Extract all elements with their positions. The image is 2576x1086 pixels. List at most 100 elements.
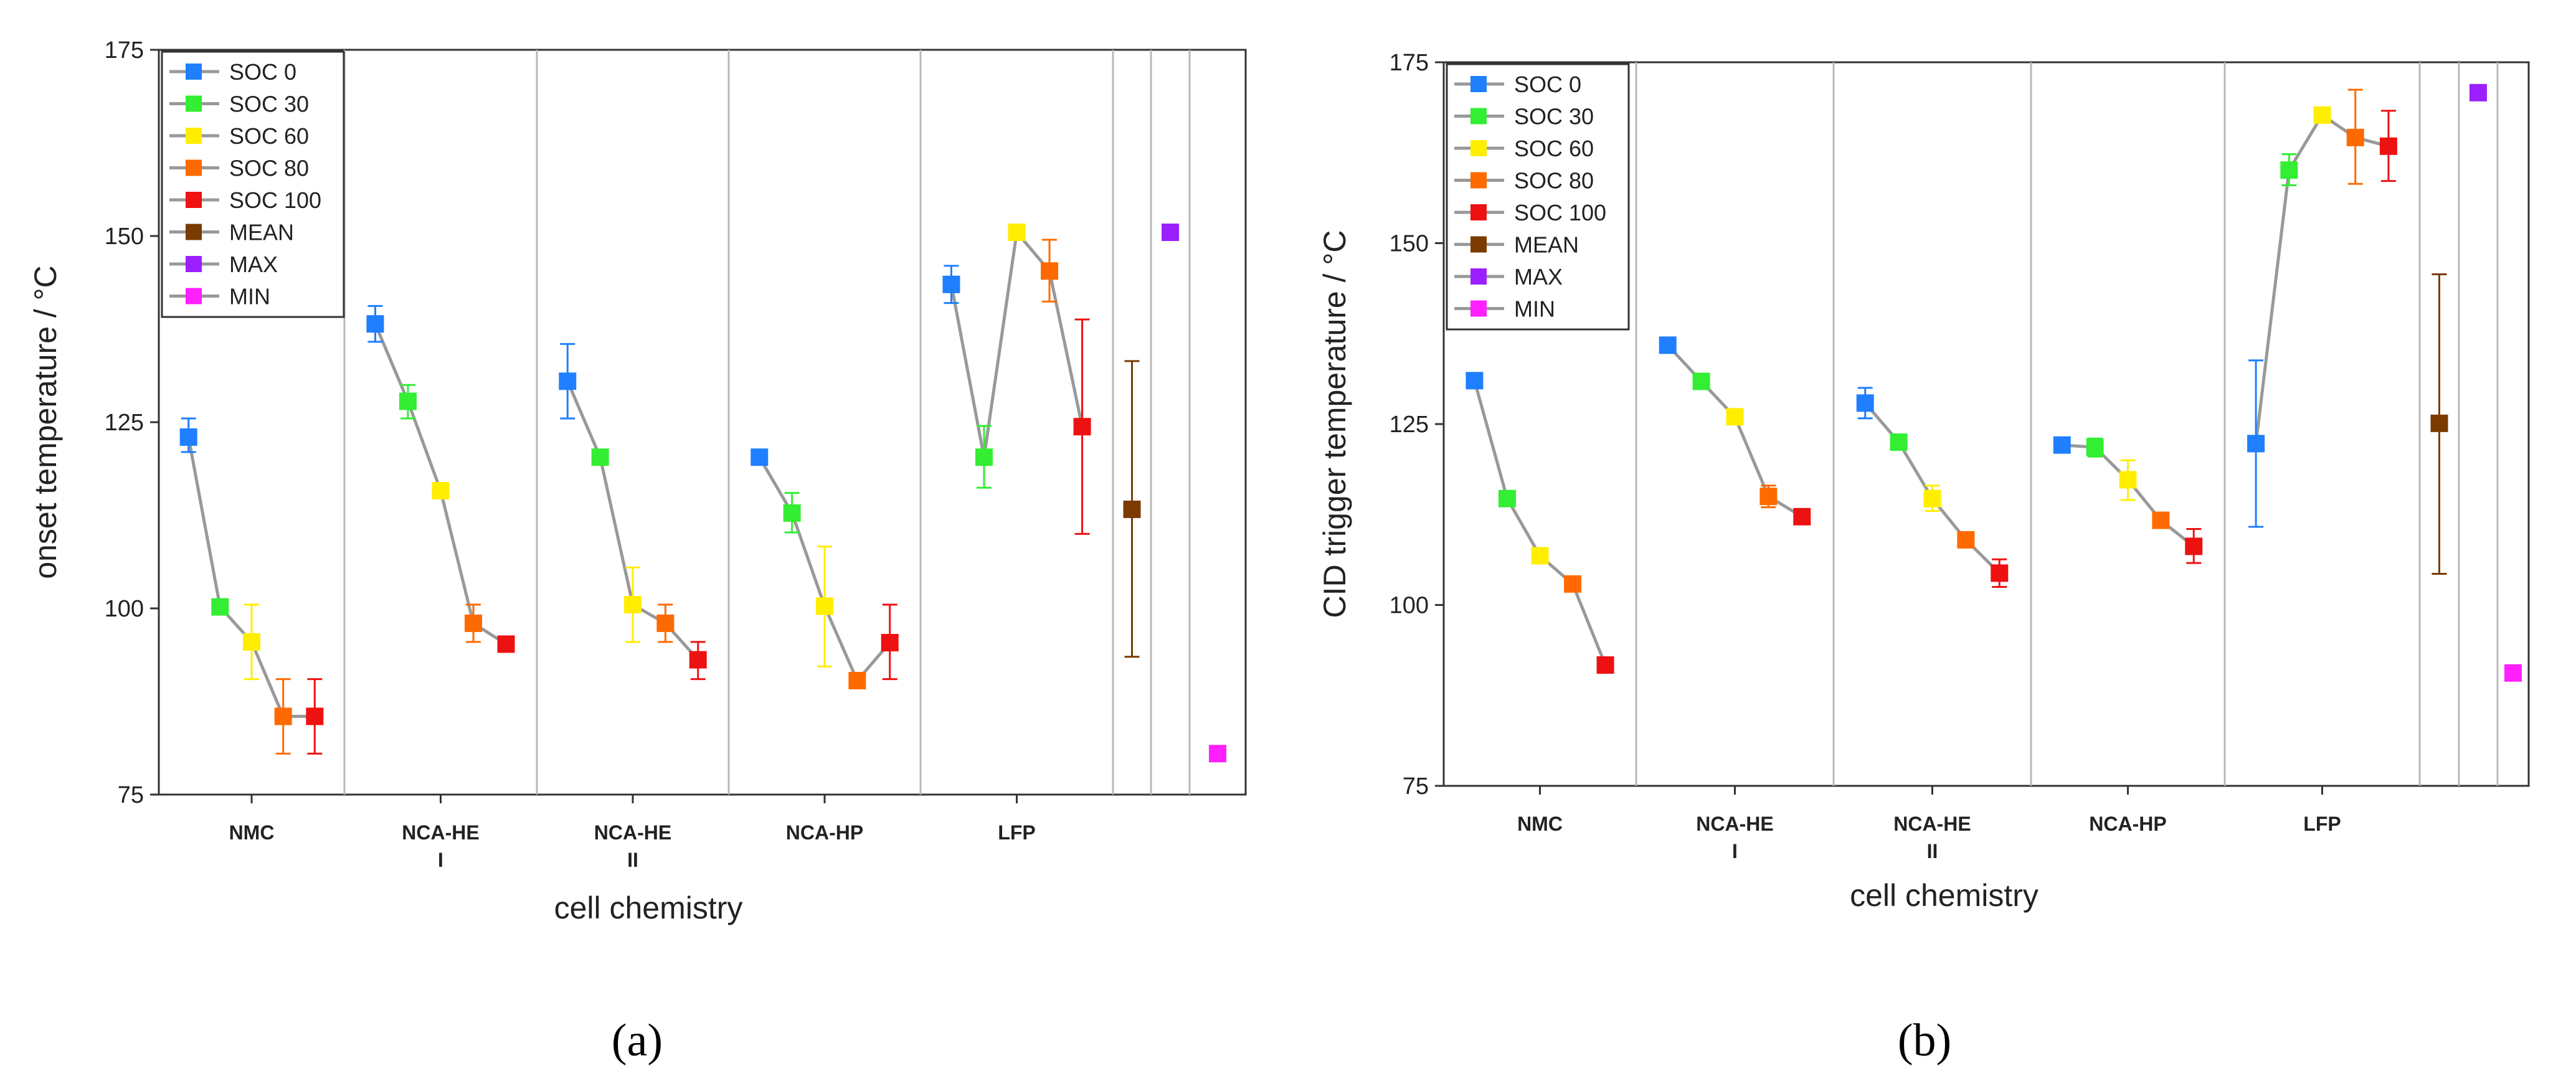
legend-entry: SOC 60: [1454, 136, 1594, 161]
x-category-label: NCA-HE: [594, 821, 671, 844]
legend-entry: SOC 60: [169, 123, 309, 149]
summary-point-min: [2504, 664, 2522, 682]
legend: SOC 0 SOC 30 SOC 60 SOC 80 SOC 100 MEAN MAX MIN: [1446, 63, 1630, 331]
legend-entry: SOC 0: [169, 59, 296, 85]
x-category-label: NMC: [1517, 813, 1563, 835]
legend-label: SOC 100: [229, 187, 321, 213]
legend-label: MAX: [229, 252, 278, 277]
x-axis-label: cell chemistry: [554, 890, 743, 925]
data-point: [1890, 433, 1908, 451]
y-tick-label: 75: [118, 782, 144, 808]
subfigure-caption: (b): [1898, 1015, 1951, 1066]
series-line: [1473, 380, 1607, 666]
data-point: [689, 651, 707, 669]
summary-point-min: [1209, 745, 1226, 763]
x-category-label: NCA-HE: [1893, 813, 1971, 835]
data-point: [2053, 436, 2071, 454]
data-point: [1498, 489, 1516, 508]
data-point: [656, 614, 675, 632]
y-tick-label: 100: [105, 596, 144, 622]
summary-point-mean: [2430, 414, 2448, 432]
legend-entry: MAX: [1454, 264, 1563, 290]
data-point: [2185, 537, 2203, 555]
series-line: [2254, 113, 2389, 444]
x-category-label: NMC: [229, 821, 275, 844]
legend-swatch: [186, 224, 202, 240]
data-point: [559, 372, 577, 390]
legend-label: SOC 80: [229, 156, 309, 181]
legend-label: MEAN: [1514, 232, 1579, 258]
data-point: [1531, 547, 1549, 565]
data-point: [1466, 372, 1484, 390]
legend-swatch: [1470, 300, 1487, 317]
data-point: [751, 448, 769, 466]
x-category-label: NCA-HP: [2089, 813, 2166, 835]
data-point: [465, 614, 483, 632]
legend-label: SOC 30: [229, 92, 309, 117]
legend-swatch: [1470, 236, 1487, 253]
legend-swatch: [186, 64, 202, 80]
legend-entry: SOC 0: [1454, 72, 1581, 97]
legend-entry: MEAN: [169, 220, 294, 245]
data-point: [624, 596, 642, 614]
data-point: [2379, 137, 2397, 155]
x-category-label: NCA-HE: [1696, 813, 1773, 835]
legend-entry: SOC 100: [1454, 200, 1606, 225]
data-point: [2247, 435, 2265, 453]
data-point: [1659, 336, 1677, 354]
x-axis-label: cell chemistry: [1850, 878, 2039, 913]
legend-label: SOC 0: [229, 59, 296, 85]
summary-point-max: [1162, 224, 1179, 242]
data-point: [1564, 575, 1582, 593]
data-point: [591, 448, 609, 466]
legend-entry: SOC 80: [169, 156, 309, 181]
data-point: [1041, 262, 1059, 280]
data-point: [1726, 408, 1744, 426]
data-point: [1991, 564, 2009, 582]
legend-entry: MIN: [169, 284, 270, 309]
y-tick-label: 175: [1390, 50, 1429, 76]
data-point: [848, 672, 866, 690]
legend-label: SOC 60: [1514, 136, 1594, 161]
legend-label: SOC 0: [1514, 72, 1581, 97]
data-point: [1793, 508, 1811, 526]
x-category-label: NCA-HP: [786, 821, 863, 844]
data-point: [306, 707, 324, 725]
x-category-label: I: [438, 849, 443, 871]
data-point: [179, 428, 197, 446]
data-point: [1856, 394, 1874, 412]
y-tick-label: 175: [105, 37, 144, 64]
data-point: [1008, 224, 1026, 242]
legend-entry: SOC 30: [1454, 104, 1594, 130]
legend-entry: MEAN: [1454, 232, 1579, 258]
legend-swatch: [1470, 76, 1487, 92]
data-point: [2086, 438, 2104, 456]
y-tick-label: 125: [1390, 412, 1429, 438]
series-line: [949, 229, 1084, 458]
x-category-label: LFP: [2303, 813, 2341, 835]
x-category-label: I: [1732, 840, 1738, 862]
data-point: [274, 707, 292, 725]
legend-swatch: [1470, 172, 1487, 189]
data-point: [783, 504, 801, 522]
subfigure-caption: (a): [612, 1015, 663, 1066]
data-point: [2313, 106, 2331, 124]
x-category-label: LFP: [998, 821, 1035, 844]
data-point: [942, 275, 960, 293]
legend: SOC 0 SOC 30 SOC 60 SOC 80 SOC 100 MEAN MAX MIN: [161, 50, 345, 318]
x-category-label: NCA-HE: [402, 821, 479, 844]
legend-label: MIN: [1514, 296, 1555, 322]
legend-swatch: [186, 128, 202, 144]
data-point: [881, 634, 899, 652]
data-point: [1923, 489, 1941, 508]
legend-swatch: [186, 192, 202, 208]
data-point: [243, 633, 260, 651]
legend-label: MAX: [1514, 264, 1563, 290]
summary-point-mean: [1123, 500, 1141, 518]
data-point: [1073, 418, 1091, 436]
legend-label: MIN: [229, 284, 270, 309]
legend-entry: MAX: [169, 252, 278, 277]
series-line: [1666, 344, 1803, 518]
legend-swatch: [186, 288, 202, 305]
legend-entry: SOC 30: [169, 92, 309, 117]
